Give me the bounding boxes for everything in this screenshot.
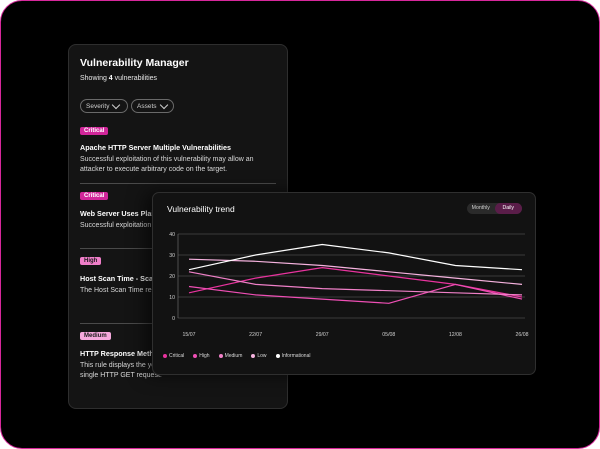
toggle-monthly[interactable]: Monthly xyxy=(471,205,490,211)
x-tick-label: 26/08 xyxy=(516,332,529,338)
legend-label: Medium xyxy=(224,353,243,359)
y-tick-label: 0 xyxy=(172,316,175,322)
severity-badge: Critical xyxy=(80,127,109,135)
showing-prefix: Showing xyxy=(80,75,109,82)
toggle-daily[interactable]: Daily xyxy=(494,203,522,214)
series-line-informational xyxy=(188,243,523,271)
y-tick-label: 30 xyxy=(169,253,175,259)
legend-item-critical: Critical xyxy=(163,353,184,359)
legend-label: Low xyxy=(257,353,267,359)
x-tick-label: 22/07 xyxy=(249,332,262,338)
legend-label: Critical xyxy=(169,353,185,359)
legend-swatch xyxy=(163,354,167,358)
series-line-low xyxy=(188,258,523,285)
legend-label: Informational xyxy=(281,353,311,359)
chevron-down-icon xyxy=(112,100,121,109)
legend-swatch xyxy=(275,354,280,358)
severity-badge: Medium xyxy=(80,332,111,340)
x-tick-label: 12/08 xyxy=(449,332,462,338)
divider xyxy=(80,183,276,184)
legend-item-low: Low xyxy=(251,353,267,359)
vulnerability-count-text: Showing 4 vulnerabilities xyxy=(80,75,157,82)
severity-badge: Critical xyxy=(80,192,109,200)
panel-title: Vulnerability Manager xyxy=(80,57,189,69)
chart-title: Vulnerability trend xyxy=(167,204,235,214)
y-tick-label: 40 xyxy=(169,232,175,238)
vulnerability-description: Successful exploitation of this vulnerab… xyxy=(80,156,254,173)
vulnerability-title[interactable]: Apache HTTP Server Multiple Vulnerabilit… xyxy=(80,143,231,152)
severity-filter-label: Severity xyxy=(86,102,110,110)
vulnerability-title[interactable]: HTTP Response Meth xyxy=(80,349,154,358)
chart-legend: Critical High Medium Low Informational xyxy=(163,353,310,359)
vulnerability-title[interactable]: Web Server Uses Plain xyxy=(80,209,158,218)
legend-label: High xyxy=(199,353,210,359)
showing-suffix: vulnerabilities xyxy=(112,75,158,82)
vulnerability-trend-card: Vulnerability trend Monthly Daily 0 10 20 3… xyxy=(152,192,536,375)
legend-swatch xyxy=(251,354,256,358)
y-tick-label: 10 xyxy=(169,295,175,301)
trend-chart: 0 10 20 30 40 15/07 22/07 29/07 05/08 12/08 26/08 xyxy=(169,232,529,338)
legend-swatch xyxy=(193,354,198,358)
period-toggle[interactable]: Monthly Daily xyxy=(467,203,522,214)
y-tick-label: 20 xyxy=(169,274,175,280)
severity-filter-dropdown[interactable]: Severity xyxy=(80,99,128,113)
chevron-down-icon xyxy=(159,100,168,109)
assets-filter-dropdown[interactable]: Assets xyxy=(131,99,174,113)
legend-item-informational: Informational xyxy=(275,353,311,359)
vulnerability-count: 4 xyxy=(108,75,113,82)
x-tick-label: 05/08 xyxy=(382,332,395,338)
series-line-high xyxy=(188,283,523,304)
assets-filter-label: Assets xyxy=(137,102,157,110)
severity-badge: High xyxy=(80,257,102,265)
x-tick-label: 29/07 xyxy=(316,332,329,338)
series-line-medium xyxy=(188,271,523,296)
vulnerability-title[interactable]: Host Scan Time - Scan xyxy=(80,274,158,283)
x-tick-label: 15/07 xyxy=(183,332,196,338)
legend-swatch xyxy=(218,354,223,358)
legend-item-high: High xyxy=(193,353,210,359)
legend-item-medium: Medium xyxy=(218,353,243,359)
